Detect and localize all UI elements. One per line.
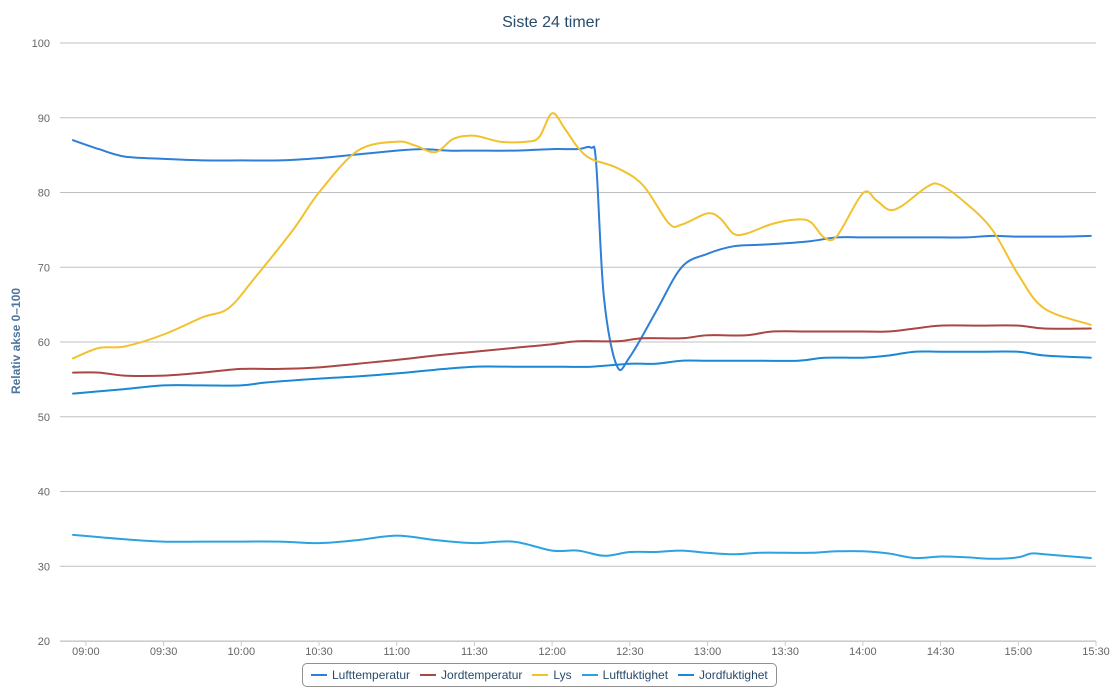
y-tick-label: 100 (32, 38, 50, 50)
y-tick-label: 70 (38, 262, 50, 274)
legend-swatch (678, 674, 695, 676)
y-axis-ticks: 20 30 40 50 60 70 80 90 100 (32, 38, 50, 648)
legend-item[interactable]: Lufttemperatur (311, 668, 410, 682)
x-tick-label: 11:00 (383, 646, 410, 658)
series-line-1[interactable] (72, 324, 1092, 377)
x-axis: 09:00 09:30 10:00 10:30 11:00 11:30 12:00 12:30… (60, 641, 1110, 658)
legend-label: Lys (553, 668, 572, 682)
y-tick-label: 90 (38, 113, 50, 125)
y-tick-label: 60 (38, 337, 50, 349)
legend-item[interactable]: Lys (532, 668, 572, 682)
chart-title: Siste 24 timer (502, 14, 600, 31)
series-line-4[interactable] (72, 350, 1092, 395)
legend-label: Jordtemperatur (441, 668, 523, 682)
y-tick-label: 50 (38, 412, 50, 424)
x-tick-label: 15:30 (1082, 646, 1110, 658)
y-tick-label: 80 (38, 188, 50, 200)
x-tick-label: 09:30 (150, 646, 178, 658)
x-tick-label: 10:30 (305, 646, 333, 658)
x-tick-label: 14:00 (849, 646, 877, 658)
x-tick-label: 09:00 (72, 646, 100, 658)
legend-swatch (581, 674, 598, 676)
legend-item[interactable]: Jordfuktighet (678, 668, 768, 682)
legend-swatch (311, 674, 327, 676)
y-tick-label: 20 (38, 636, 50, 648)
legend-label: Jordfuktighet (699, 668, 768, 682)
x-tick-label: 12:00 (538, 646, 566, 658)
legend-swatch (420, 674, 437, 676)
y-tick-label: 30 (38, 561, 50, 573)
x-tick-label: 13:30 (771, 646, 799, 658)
legend-label: Lufttemperatur (332, 668, 411, 682)
legend: Lufttemperatur Jordtemperatur Lys Luftfukti… (302, 663, 777, 687)
y-axis-title: Relativ akse 0–100 (9, 288, 23, 394)
x-tick-label: 10:00 (228, 646, 256, 658)
x-tick-label: 13:00 (694, 646, 722, 658)
series-line-0[interactable] (72, 139, 1092, 371)
x-tick-label: 15:00 (1005, 646, 1033, 658)
legend-item[interactable]: Luftfuktighet (581, 668, 669, 682)
x-tick-label: 14:30 (927, 646, 955, 658)
series-line-3[interactable] (72, 533, 1092, 560)
x-tick-label: 11:30 (461, 646, 488, 658)
legend-item[interactable]: Jordtemperatur (420, 668, 522, 682)
series-line-2[interactable] (72, 112, 1092, 360)
legend-label: Luftfuktighet (602, 668, 669, 682)
y-tick-label: 40 (38, 487, 50, 499)
legend-swatch (532, 674, 549, 676)
series-lines (72, 112, 1092, 560)
x-tick-label: 12:30 (616, 646, 644, 658)
